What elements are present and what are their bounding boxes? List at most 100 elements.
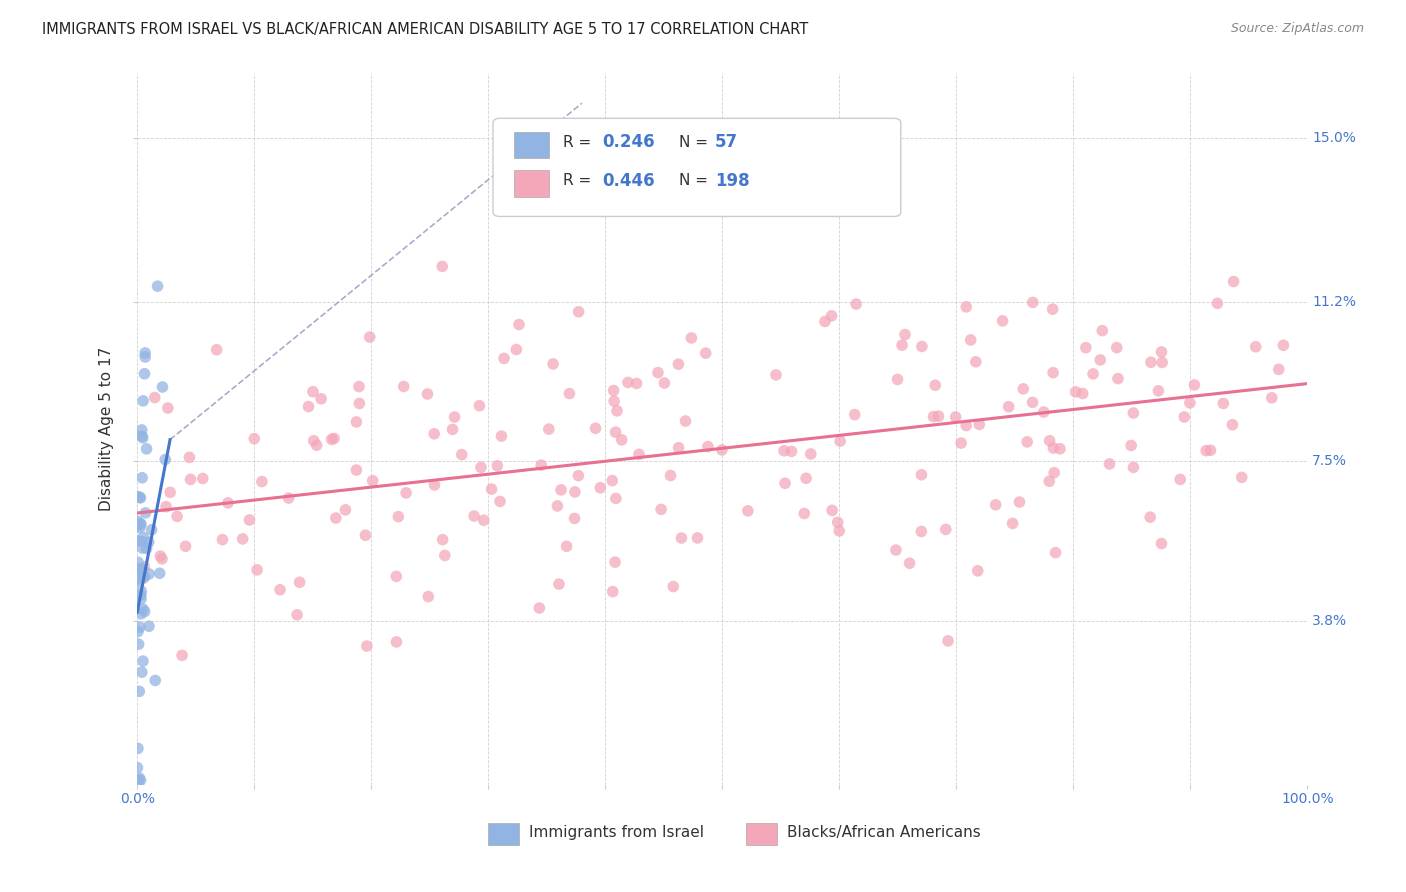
Point xyxy=(610,433,633,447)
Text: Source: ZipAtlas.com: Source: ZipAtlas.com xyxy=(1230,22,1364,36)
Point xyxy=(681,331,703,345)
Point xyxy=(131,423,153,437)
Point xyxy=(568,305,591,319)
Point xyxy=(794,471,817,485)
Point xyxy=(418,590,440,604)
Point xyxy=(529,601,551,615)
Point xyxy=(898,556,921,570)
Point xyxy=(344,415,367,429)
Point xyxy=(132,569,155,583)
Point xyxy=(159,485,181,500)
Point xyxy=(491,429,513,443)
Point xyxy=(1105,341,1128,355)
Point xyxy=(174,539,197,553)
Point xyxy=(935,523,957,537)
Point xyxy=(1042,302,1064,317)
Point xyxy=(567,468,589,483)
Point xyxy=(1222,417,1244,432)
Point xyxy=(129,591,152,606)
Point xyxy=(128,771,150,785)
Point xyxy=(828,524,851,538)
Point xyxy=(243,432,266,446)
Point xyxy=(668,441,690,455)
Point xyxy=(131,541,153,555)
Point xyxy=(385,569,408,583)
Point xyxy=(129,584,152,599)
Point xyxy=(1017,434,1039,449)
Text: 100.0%: 100.0% xyxy=(1281,792,1334,805)
Point xyxy=(481,482,503,496)
Point xyxy=(1140,355,1163,369)
Point xyxy=(392,379,415,393)
Point xyxy=(128,773,150,788)
Point xyxy=(537,422,560,436)
Point xyxy=(129,517,152,532)
Point xyxy=(127,572,149,586)
Point xyxy=(1045,546,1067,560)
Point xyxy=(132,602,155,616)
Point xyxy=(659,468,682,483)
Point xyxy=(385,635,408,649)
Point xyxy=(269,582,291,597)
Point xyxy=(1267,362,1289,376)
Point xyxy=(132,571,155,585)
Point xyxy=(468,399,491,413)
Point xyxy=(844,408,866,422)
Point xyxy=(131,429,153,443)
Point xyxy=(1008,495,1031,509)
Point xyxy=(277,491,299,505)
Point xyxy=(1049,442,1071,456)
Point xyxy=(131,534,153,549)
Point xyxy=(1122,406,1144,420)
Point xyxy=(969,417,991,432)
Point xyxy=(650,502,672,516)
Point xyxy=(950,436,973,450)
Point xyxy=(127,624,149,639)
Point xyxy=(155,500,177,514)
Point xyxy=(1206,296,1229,310)
Point xyxy=(250,475,273,489)
Point xyxy=(827,516,849,530)
Point xyxy=(232,532,254,546)
Point xyxy=(132,393,155,408)
Point xyxy=(141,523,163,537)
Point xyxy=(1150,536,1173,550)
Point xyxy=(134,570,156,584)
Point xyxy=(1199,443,1222,458)
Point xyxy=(191,471,214,485)
Point xyxy=(138,535,160,549)
Point xyxy=(564,484,586,499)
Point xyxy=(710,442,733,457)
Point xyxy=(671,531,693,545)
Point xyxy=(149,549,172,563)
Point xyxy=(128,684,150,698)
Y-axis label: Disability Age 5 to 17: Disability Age 5 to 17 xyxy=(100,347,114,511)
Point xyxy=(433,549,456,563)
Point xyxy=(179,472,201,486)
Point xyxy=(285,607,308,622)
Point xyxy=(773,476,796,491)
Point xyxy=(1222,275,1244,289)
Point xyxy=(288,575,311,590)
Point xyxy=(911,339,934,353)
Point xyxy=(928,409,950,424)
Point xyxy=(423,426,446,441)
Point xyxy=(347,379,370,393)
Point xyxy=(617,376,640,390)
Point xyxy=(143,673,166,688)
Point xyxy=(134,560,156,574)
Text: 198: 198 xyxy=(716,172,749,190)
Point xyxy=(128,620,150,634)
Point xyxy=(129,773,152,788)
Point xyxy=(1081,367,1104,381)
Point xyxy=(1272,338,1295,352)
Point xyxy=(349,396,371,410)
Point xyxy=(132,530,155,544)
Point xyxy=(894,327,917,342)
Point xyxy=(564,511,586,525)
Point xyxy=(800,447,823,461)
Point xyxy=(416,387,439,401)
Point xyxy=(127,489,149,503)
Point xyxy=(602,384,624,398)
Point xyxy=(884,543,907,558)
